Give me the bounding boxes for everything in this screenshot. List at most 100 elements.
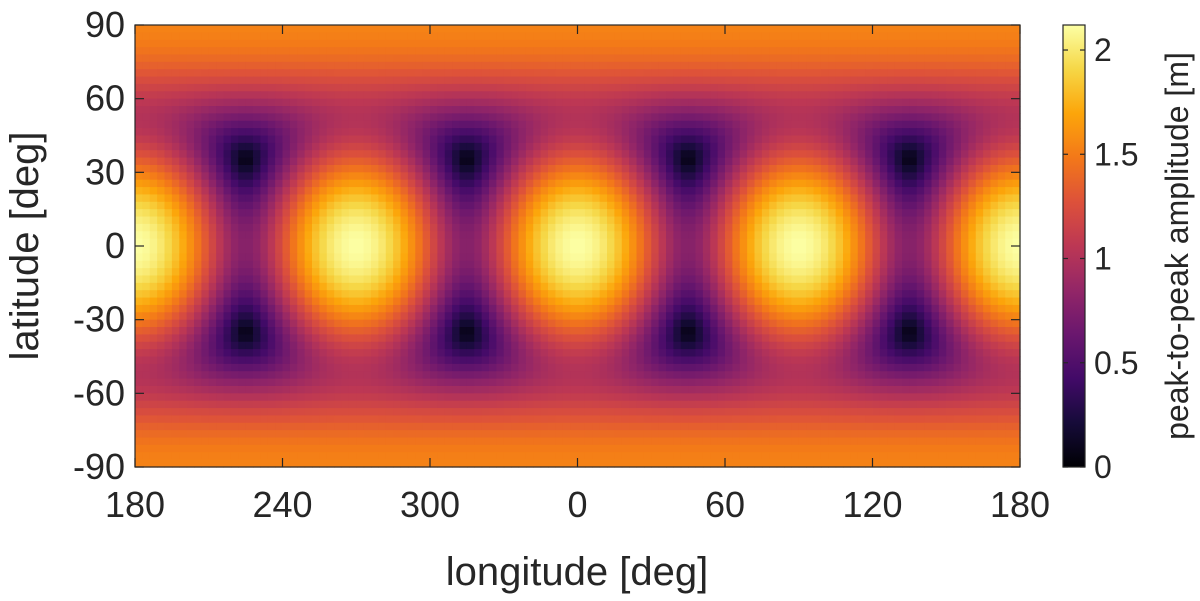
heatmap-cell — [371, 319, 379, 328]
heatmap-cell — [267, 76, 276, 85]
heatmap-cell — [961, 47, 969, 56]
heatmap-cell — [983, 25, 992, 33]
heatmap-cell — [157, 246, 166, 254]
heatmap-cell — [909, 142, 918, 151]
heatmap-cell — [356, 275, 365, 284]
heatmap-cell — [843, 83, 851, 92]
heatmap-cell — [393, 61, 402, 70]
heatmap-cell — [946, 209, 955, 218]
heatmap-cell — [887, 61, 896, 70]
heatmap-cell — [179, 69, 188, 78]
heatmap-cell — [695, 209, 704, 218]
heatmap-cell — [688, 282, 697, 291]
heatmap-cell — [924, 32, 933, 41]
heatmap-cell — [791, 47, 800, 56]
heatmap-cell — [894, 253, 903, 262]
heatmap-cell — [791, 164, 800, 173]
heatmap-cell — [341, 223, 350, 232]
heatmap-cell — [673, 297, 682, 306]
heatmap-cell — [946, 113, 955, 122]
heatmap-cell — [319, 327, 328, 335]
heatmap-cell — [636, 47, 645, 56]
heatmap-cell — [275, 231, 284, 240]
heatmap-cell — [555, 172, 564, 181]
heatmap-cell — [393, 275, 402, 284]
heatmap-cell — [304, 47, 313, 56]
heatmap-cell — [555, 25, 564, 33]
heatmap-cell — [990, 319, 999, 328]
heatmap-cell — [562, 83, 571, 92]
heatmap-cell — [1012, 39, 1021, 48]
heatmap-cell — [201, 47, 210, 56]
heatmap-cell — [983, 54, 992, 63]
heatmap-cell — [238, 39, 247, 48]
heatmap-cell — [334, 194, 343, 203]
heatmap-cell — [961, 290, 969, 299]
heatmap-cell — [459, 128, 468, 137]
heatmap-cell — [157, 223, 166, 232]
heatmap-cell — [289, 187, 298, 196]
heatmap-cell — [754, 187, 763, 196]
heatmap-cell — [348, 135, 357, 144]
heatmap-cell — [688, 304, 697, 313]
heatmap-cell — [326, 246, 335, 254]
heatmap-cell — [828, 113, 837, 122]
heatmap-cell — [784, 120, 792, 129]
heatmap-cell — [275, 76, 284, 85]
heatmap-cell — [835, 246, 844, 254]
heatmap-cell — [400, 32, 409, 41]
heatmap-cell — [983, 157, 992, 166]
heatmap-cell — [260, 54, 269, 63]
heatmap-cell — [835, 312, 844, 321]
heatmap-cell — [916, 61, 925, 70]
heatmap-cell — [474, 61, 483, 70]
heatmap-cell — [385, 194, 394, 203]
heatmap-cell — [636, 282, 645, 291]
heatmap-cell — [828, 304, 837, 313]
heatmap-cell — [297, 32, 306, 41]
heatmap-cell — [828, 297, 837, 306]
heatmap-cell — [916, 113, 925, 122]
heatmap-cell — [570, 194, 579, 203]
heatmap-cell — [806, 98, 815, 107]
heatmap-cell — [525, 83, 534, 92]
heatmap-cell — [865, 282, 874, 291]
heatmap-cell — [466, 128, 475, 137]
heatmap-cell — [857, 268, 866, 277]
heatmap-cell — [975, 282, 984, 291]
heatmap-cell — [393, 312, 402, 321]
heatmap-cell — [614, 32, 623, 41]
heatmap-cell — [319, 268, 328, 277]
heatmap-cell — [673, 98, 682, 107]
heatmap-cell — [1005, 312, 1014, 321]
heatmap-cell — [725, 120, 733, 129]
heatmap-cell — [651, 268, 660, 277]
heatmap-cell — [820, 297, 829, 306]
heatmap-cell — [865, 120, 874, 129]
heatmap-cell — [275, 157, 284, 166]
heatmap-cell — [282, 47, 291, 56]
heatmap-cell — [695, 253, 704, 262]
heatmap-cell — [511, 25, 520, 33]
heatmap-cell — [201, 290, 210, 299]
heatmap-cell — [422, 327, 431, 335]
heatmap-cell — [968, 25, 977, 33]
heatmap-cell — [407, 327, 416, 335]
heatmap-cell — [393, 83, 402, 92]
heatmap-cell — [142, 39, 151, 48]
heatmap-cell — [739, 290, 748, 299]
heatmap-cell — [216, 106, 225, 114]
heatmap-cell — [415, 142, 424, 151]
heatmap-cell — [791, 260, 800, 269]
heatmap-cell — [171, 47, 180, 56]
heatmap-cell — [548, 106, 556, 114]
heatmap-cell — [636, 179, 645, 188]
heatmap-cell — [466, 157, 475, 166]
heatmap-cell — [194, 246, 202, 254]
heatmap-cell — [894, 76, 903, 85]
heatmap-cell — [769, 172, 778, 181]
heatmap-cell — [208, 150, 217, 159]
heatmap-cell — [872, 187, 881, 196]
heatmap-cell — [621, 223, 630, 232]
heatmap-cell — [577, 142, 586, 151]
